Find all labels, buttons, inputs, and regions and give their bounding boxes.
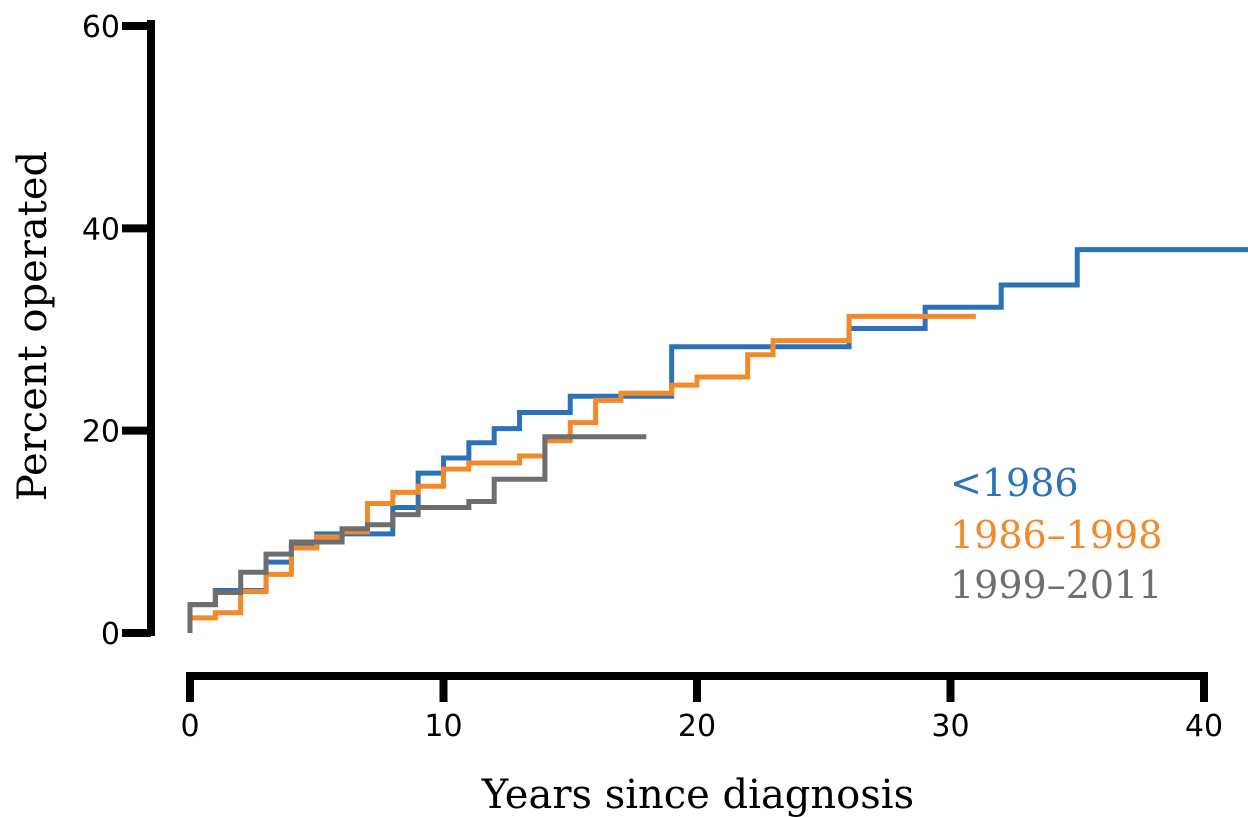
x-tick-label-10: 10 (424, 709, 462, 744)
series-line-3 (187, 434, 647, 633)
y-tick-label-0: 0 (101, 617, 120, 652)
y-tick-label-20: 20 (82, 415, 120, 450)
x-tick-label-20: 20 (678, 709, 716, 744)
y-axis-title: Percent operated (10, 151, 56, 501)
x-tick-label-40: 40 (1185, 709, 1223, 744)
series-line-1 (187, 247, 1248, 633)
legend: <1986 1986–1998 1999–2011 (950, 461, 1162, 607)
legend-item-2: 1986–1998 (950, 513, 1162, 557)
y-tick-label-40: 40 (82, 212, 120, 247)
legend-item-1: <1986 (950, 461, 1079, 505)
series-group (187, 247, 1248, 633)
legend-item-3: 1999–2011 (950, 563, 1162, 607)
y-ticks: 0 20 40 60 (82, 10, 151, 652)
x-tick-label-0: 0 (180, 709, 199, 744)
x-axis-title: Years since diagnosis (481, 772, 914, 817)
y-tick-label-60: 60 (82, 10, 120, 45)
x-ticks: 0 10 20 30 40 (180, 672, 1223, 744)
series-line-2 (187, 313, 976, 633)
x-tick-label-30: 30 (931, 709, 969, 744)
